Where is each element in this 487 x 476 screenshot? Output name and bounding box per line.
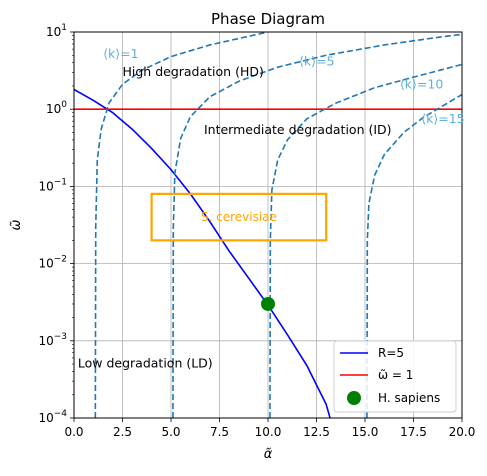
annotation-k5: ⟨k⟩=5 — [299, 53, 334, 68]
x-tick-label: 0.0 — [64, 425, 83, 439]
legend-label-omega: ω̃ = 1 — [378, 368, 413, 382]
point-h-sapiens — [261, 296, 275, 311]
annotation-k1: ⟨k⟩=1 — [103, 46, 138, 61]
y-tick-label: 100 — [46, 100, 67, 116]
chart-title: Phase Diagram — [211, 10, 325, 28]
series-line-r-5 — [74, 88, 331, 418]
x-tick-label: 17.5 — [400, 425, 427, 439]
annotation-id: Intermediate degradation (ID) — [204, 122, 392, 137]
annotations: S. cerevisiae High degradation (HD) Interm… — [78, 46, 465, 371]
x-tick-label: 5.0 — [161, 425, 180, 439]
y-tick-label: 101 — [46, 23, 67, 39]
x-tick-label: 12.5 — [303, 425, 330, 439]
annotation-k10: ⟨k⟩=10 — [400, 77, 443, 92]
x-tick-label: 15.0 — [352, 425, 379, 439]
y-axis-label: ω̃ — [9, 219, 24, 230]
region-label-s-cerevisiae: S. cerevisiae — [201, 210, 277, 224]
legend-label-r5: R=5 — [378, 346, 404, 360]
region-s-cerevisiae — [150, 192, 328, 242]
y-tick-label: 10−3 — [38, 332, 67, 348]
y-tick-label: 10−4 — [38, 409, 67, 425]
y-tick-label: 10−2 — [38, 255, 67, 271]
x-axis-label: α̃ — [264, 447, 273, 462]
annotation-hd: High degradation (HD) — [123, 64, 264, 79]
legend-swatch-h-sapiens — [347, 391, 361, 405]
x-tick-label: 2.5 — [113, 425, 132, 439]
x-tick-label: 10.0 — [255, 425, 282, 439]
legend-box — [333, 340, 457, 413]
series-line-k-10 — [269, 63, 462, 418]
series-line-k-15 — [366, 93, 462, 418]
series-line-k-1 — [94, 32, 269, 418]
plot-area — [74, 32, 462, 418]
legend-label-h-sapiens: H. sapiens — [378, 391, 440, 405]
annotation-k15: ⟨k⟩=15 — [421, 111, 464, 126]
series-line-k-5 — [172, 33, 462, 418]
annotation-ld: Low degradation (LD) — [78, 356, 213, 371]
axis-ticks: 0.0 2.5 5.0 7.5 10.0 12.5 15.0 17.5 20.0 10−4 10−3… — [38, 23, 475, 439]
x-tick-label: 7.5 — [210, 425, 229, 439]
legend: R=5 ω̃ = 1 H. sapiens — [333, 340, 457, 413]
x-tick-label: 20.0 — [449, 425, 476, 439]
y-tick-label: 10−1 — [38, 177, 67, 193]
